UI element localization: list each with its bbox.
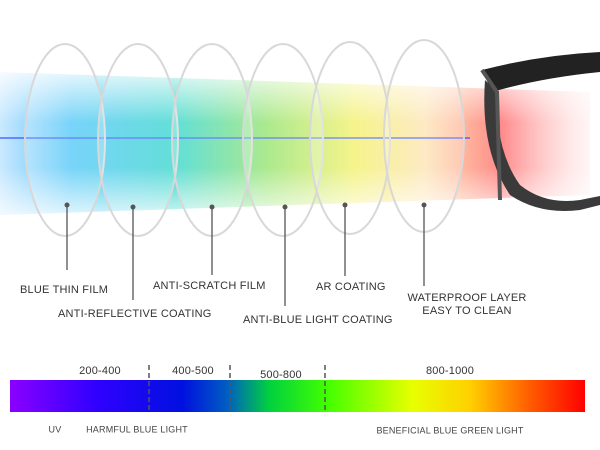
range-label: 400-500 — [172, 365, 214, 377]
lens — [97, 43, 179, 237]
range-label: 200-400 — [79, 365, 121, 377]
lens — [309, 41, 391, 235]
glasses — [480, 52, 600, 211]
zone-label: BENEFICIAL BLUE GREEN LIGHT — [376, 425, 523, 435]
range-label: 800-1000 — [426, 365, 474, 377]
zone-label: HARMFUL BLUE LIGHT — [86, 424, 188, 434]
layer-label: BLUE THIN FILM — [20, 284, 108, 296]
layer-label: ANTI-SCRATCH FILM — [153, 280, 266, 292]
layer-label: ANTI-BLUE LIGHT COATING — [243, 314, 393, 326]
lens — [24, 43, 106, 237]
spectrum-bar — [10, 380, 585, 412]
range-label: 500-800 — [260, 369, 302, 381]
layer-label: ANTI-REFLECTIVE COATING — [58, 308, 212, 320]
lens-layers — [24, 39, 465, 237]
layer-label: WATERPROOF LAYER — [407, 292, 526, 304]
zone-label: UV — [49, 424, 62, 434]
pointers — [64, 202, 427, 306]
layer-label: AR COATING — [316, 281, 386, 293]
layer-label: EASY TO CLEAN — [422, 305, 511, 317]
lens — [242, 43, 324, 237]
